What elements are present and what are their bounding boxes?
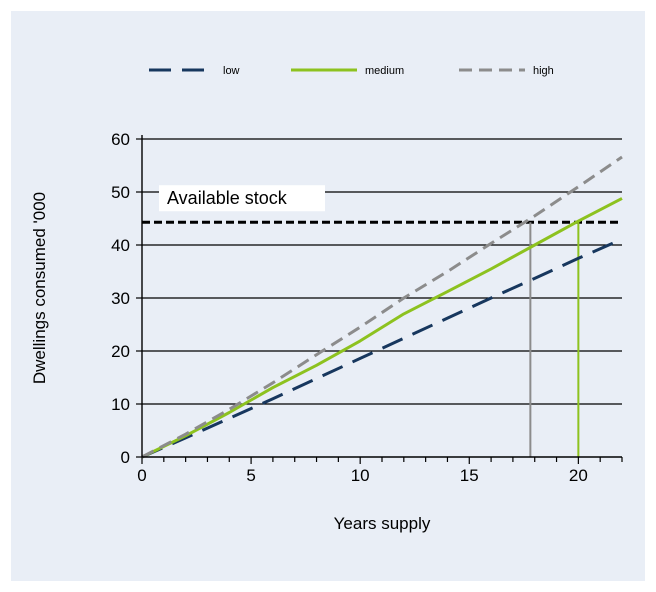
marker-lines bbox=[529, 222, 580, 457]
x-tick-label: 0 bbox=[137, 466, 146, 485]
reference-label: Available stock bbox=[167, 188, 288, 208]
x-tick-label: 10 bbox=[351, 466, 370, 485]
series-line-medium bbox=[141, 197, 623, 459]
legend-label-medium: medium bbox=[365, 65, 404, 77]
axes bbox=[141, 135, 622, 458]
x-tick-label: 5 bbox=[246, 466, 255, 485]
y-tick-label: 50 bbox=[111, 183, 130, 202]
x-tick-labels: 0 5 10 15 20 bbox=[137, 466, 588, 485]
series-lines bbox=[141, 155, 623, 459]
reference-label-box bbox=[159, 185, 325, 212]
series-line-low bbox=[141, 237, 623, 459]
legend-label-low: low bbox=[223, 65, 240, 77]
series-line-high bbox=[141, 155, 623, 459]
chart-panel: 0 10 20 30 40 50 60 0 5 10 15 20 Available stock l… bbox=[11, 11, 645, 581]
y-axis-title: Dwellings consumed '000 bbox=[30, 192, 49, 384]
y-tick-label: 60 bbox=[111, 130, 130, 149]
grid-lines bbox=[136, 138, 623, 464]
y-tick-label: 20 bbox=[111, 342, 130, 361]
x-tick-label: 15 bbox=[460, 466, 479, 485]
y-tick-labels: 0 10 20 30 40 50 60 bbox=[111, 130, 130, 467]
y-tick-label: 40 bbox=[111, 236, 130, 255]
line-chart: 0 10 20 30 40 50 60 0 5 10 15 20 Available stock l… bbox=[30, 65, 623, 533]
legend-label-high: high bbox=[533, 65, 554, 77]
x-tick-label: 20 bbox=[569, 466, 588, 485]
reference-line-group: Available stock bbox=[142, 185, 622, 224]
x-axis-title: Years supply bbox=[334, 514, 431, 533]
y-tick-label: 0 bbox=[121, 448, 130, 467]
y-tick-label: 30 bbox=[111, 289, 130, 308]
y-tick-label: 10 bbox=[111, 395, 130, 414]
legend: low medium high bbox=[149, 65, 554, 77]
